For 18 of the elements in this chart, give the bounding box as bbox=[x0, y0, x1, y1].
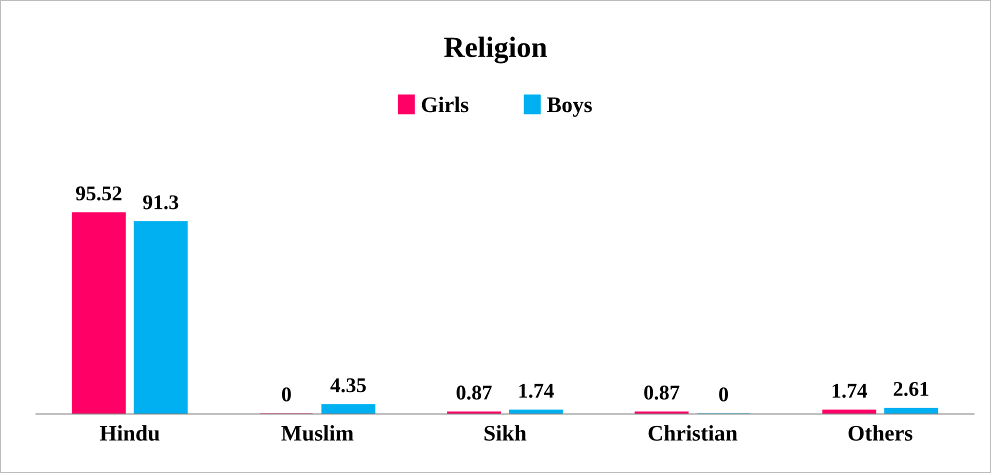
data-label: 4.35 bbox=[330, 378, 366, 392]
x-tick-label: Hindu bbox=[100, 425, 160, 441]
data-label: 1.74 bbox=[519, 384, 554, 398]
x-tick-label: Others bbox=[848, 425, 912, 441]
data-label: 0.87 bbox=[456, 386, 492, 400]
data-label: 0 bbox=[719, 387, 728, 402]
x-tick-label: Christian bbox=[648, 425, 738, 441]
chart-title: Religion bbox=[444, 36, 547, 64]
data-label: 2.61 bbox=[894, 382, 928, 396]
data-label: 91.3 bbox=[143, 195, 178, 210]
data-label: 1.74 bbox=[832, 384, 868, 398]
data-label: 0 bbox=[282, 387, 291, 402]
data-label: 0.87 bbox=[644, 386, 680, 400]
legend-label: Boys bbox=[547, 97, 592, 117]
x-tick-label: Muslim bbox=[281, 425, 354, 441]
x-tick-label: Sikh bbox=[484, 425, 526, 441]
data-label: 95.52 bbox=[76, 186, 122, 201]
legend-label: Girls bbox=[422, 96, 468, 112]
